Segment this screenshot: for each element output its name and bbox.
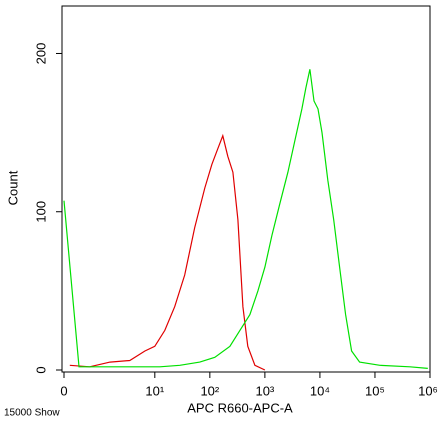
x-tick-label: 0 [60,383,67,398]
x-axis-label: APC R660-APC-A [187,400,293,415]
x-tick-label: 10⁵ [365,383,385,398]
x-tick-label: 10⁴ [310,383,330,398]
x-tick-label: 10² [200,383,219,398]
histogram-line [69,133,266,371]
x-tick-label: 10³ [255,383,274,398]
y-tick-label: 100 [33,201,48,223]
histogram-line [63,69,428,369]
plot-frame [61,5,431,373]
y-tick-label: 0 [33,366,48,373]
x-tick-label: 10⁶ [418,383,438,398]
x-tick-label: 10¹ [145,383,164,398]
footnote: 15000 Show [4,408,60,419]
y-axis-label: Count [5,170,20,205]
y-tick-label: 200 [33,43,48,65]
